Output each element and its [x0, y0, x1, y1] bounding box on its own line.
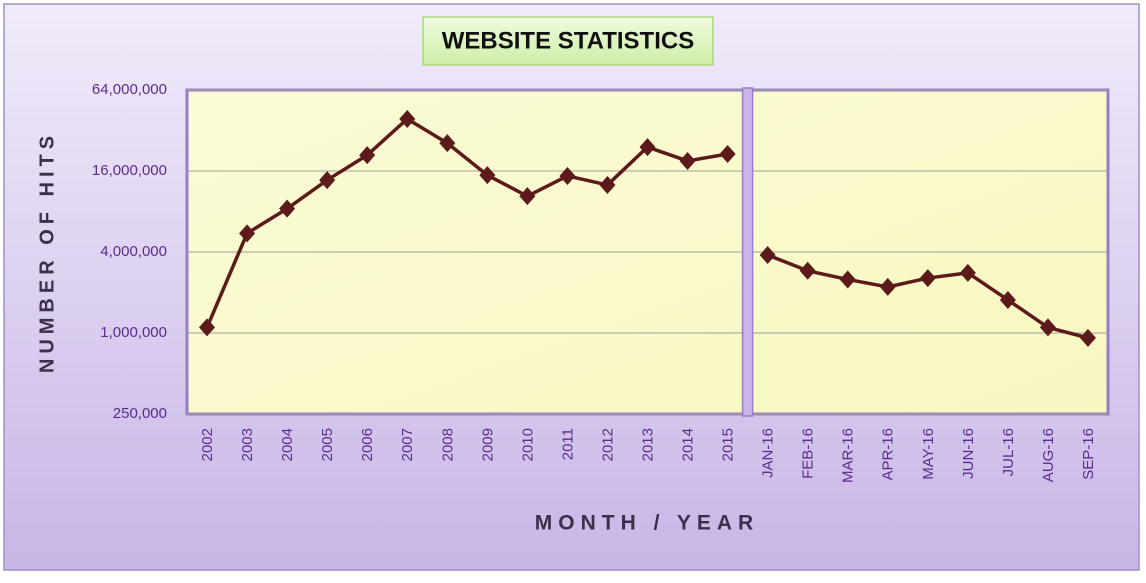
data-marker — [519, 187, 536, 206]
x-tick-label: FEB-16 — [800, 428, 817, 479]
x-axis-label: MONTH / YEAR — [535, 512, 759, 535]
x-tick-label: JAN-16 — [760, 428, 777, 478]
y-tick-label: 4,000,000 — [100, 243, 167, 260]
y-tick-label: 64,000,000 — [92, 81, 167, 98]
data-marker — [399, 109, 416, 128]
data-marker — [319, 171, 336, 190]
data-marker — [599, 175, 616, 194]
x-tick-label: APR-16 — [880, 428, 897, 481]
data-marker — [359, 146, 376, 165]
y-axis-label: NUMBER OF HITS — [36, 131, 58, 373]
data-marker — [479, 166, 496, 185]
x-tick-label: 2005 — [319, 428, 336, 461]
x-tick-label: 2004 — [279, 428, 296, 461]
x-tick-label: 2012 — [599, 428, 616, 461]
data-marker — [639, 138, 656, 157]
x-tick-label: JUN-16 — [960, 428, 977, 479]
data-marker — [199, 318, 216, 337]
series-line — [205, 117, 728, 329]
x-tick-label: AUG-16 — [1040, 428, 1057, 482]
data-marker — [1039, 318, 1056, 337]
y-tick-label: 1,000,000 — [100, 324, 167, 341]
x-tick-label: SEP-16 — [1080, 428, 1097, 480]
data-marker — [559, 166, 576, 185]
data-marker — [799, 261, 816, 280]
x-tick-label: MAY-16 — [920, 428, 937, 480]
data-marker — [839, 270, 856, 289]
x-tick-label: 2008 — [439, 428, 456, 461]
y-tick-label: 16,000,000 — [92, 162, 167, 179]
x-tick-label: 2010 — [519, 428, 536, 461]
x-tick-label: JUL-16 — [1000, 428, 1017, 476]
divider — [741, 87, 754, 417]
x-tick-label: 2013 — [639, 428, 656, 461]
x-tick-label: 2009 — [479, 428, 496, 461]
data-marker — [959, 263, 976, 282]
data-marker — [279, 199, 296, 218]
x-tick-label: 2007 — [399, 428, 416, 461]
x-tick-label: 2002 — [199, 428, 216, 461]
y-tick-label: 250,000 — [113, 405, 167, 422]
data-marker — [1079, 328, 1096, 347]
data-marker — [879, 277, 896, 296]
x-tick-label: 2015 — [720, 428, 737, 461]
data-marker — [919, 269, 936, 288]
chart-title: WEBSITE STATISTICS — [442, 27, 694, 54]
data-marker — [999, 290, 1016, 309]
x-tick-label: 2006 — [359, 428, 376, 461]
data-marker — [239, 224, 256, 243]
x-tick-label: 2014 — [680, 428, 697, 461]
x-tick-label: MAR-16 — [840, 428, 857, 483]
data-marker — [719, 145, 736, 164]
data-marker — [759, 245, 776, 264]
x-tick-label: 2011 — [559, 428, 576, 460]
data-marker — [439, 134, 456, 153]
x-tick-label: 2003 — [239, 428, 256, 461]
title-box — [422, 16, 714, 66]
data-marker — [679, 151, 696, 170]
